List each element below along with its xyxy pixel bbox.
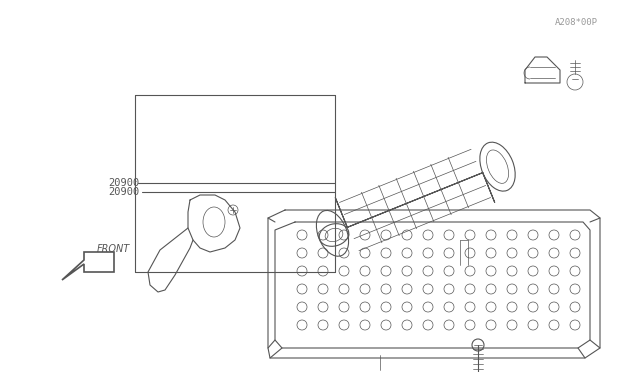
Text: 20900: 20900 [108,178,140,188]
Text: 20900: 20900 [108,187,140,197]
Text: A208*00P: A208*00P [555,18,598,27]
Text: FRONT: FRONT [97,244,131,254]
